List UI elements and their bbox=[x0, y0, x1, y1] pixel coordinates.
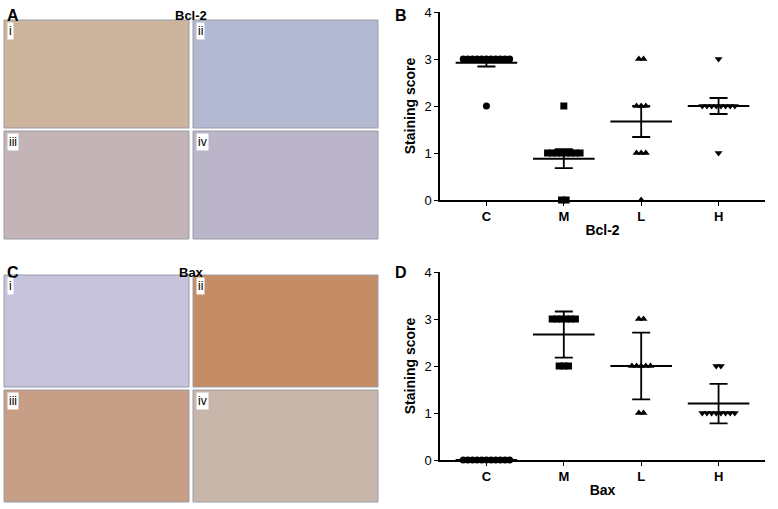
svg-text:Bcl-2: Bcl-2 bbox=[175, 8, 207, 23]
svg-text:M: M bbox=[558, 469, 569, 484]
svg-text:L: L bbox=[637, 209, 645, 224]
svg-text:C: C bbox=[482, 209, 492, 224]
svg-text:B: B bbox=[395, 7, 407, 24]
svg-text:i: i bbox=[9, 24, 12, 38]
svg-text:i: i bbox=[9, 279, 12, 293]
svg-text:4: 4 bbox=[424, 265, 431, 280]
svg-text:iv: iv bbox=[198, 135, 207, 149]
svg-text:iii: iii bbox=[9, 394, 17, 408]
svg-text:1: 1 bbox=[424, 146, 431, 161]
svg-text:3: 3 bbox=[424, 312, 431, 327]
svg-text:A: A bbox=[7, 7, 19, 24]
svg-text:Staining score: Staining score bbox=[402, 318, 418, 415]
svg-text:0: 0 bbox=[424, 193, 431, 208]
svg-text:D: D bbox=[395, 264, 407, 281]
svg-text:L: L bbox=[637, 469, 645, 484]
svg-text:H: H bbox=[714, 469, 723, 484]
svg-text:2: 2 bbox=[424, 359, 431, 374]
svg-text:Bax: Bax bbox=[179, 265, 204, 280]
svg-text:iii: iii bbox=[9, 135, 17, 149]
svg-text:M: M bbox=[558, 209, 569, 224]
svg-text:3: 3 bbox=[424, 52, 431, 67]
svg-text:H: H bbox=[714, 209, 723, 224]
svg-text:1: 1 bbox=[424, 406, 431, 421]
svg-text:ii: ii bbox=[198, 279, 203, 293]
svg-text:ii: ii bbox=[198, 24, 203, 38]
svg-text:iv: iv bbox=[198, 394, 207, 408]
svg-text:C: C bbox=[7, 264, 19, 281]
svg-text:4: 4 bbox=[424, 5, 431, 20]
svg-text:Bax: Bax bbox=[590, 482, 616, 498]
svg-text:Bcl-2: Bcl-2 bbox=[585, 222, 619, 238]
svg-text:2: 2 bbox=[424, 99, 431, 114]
svg-text:0: 0 bbox=[424, 453, 431, 468]
svg-text:C: C bbox=[482, 469, 492, 484]
svg-text:Staining score: Staining score bbox=[402, 58, 418, 155]
